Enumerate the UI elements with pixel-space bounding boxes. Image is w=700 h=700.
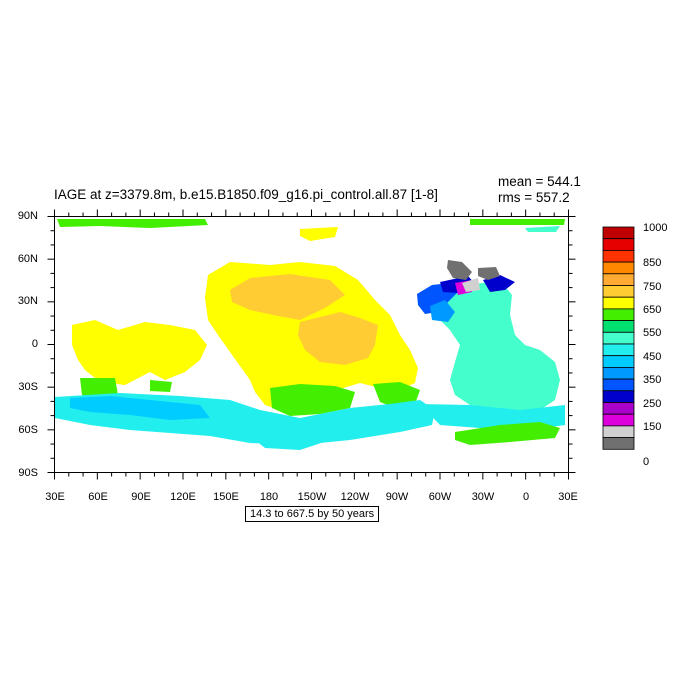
colorbar-swatch <box>602 378 635 392</box>
map-field <box>55 219 565 450</box>
colorbar-label-850: 850 <box>643 257 662 269</box>
colorbar-label-350: 350 <box>643 374 662 386</box>
colorbar-swatch <box>602 355 635 368</box>
lon-label-0: 0 <box>522 491 530 503</box>
region-southern-cyan2 <box>250 425 330 450</box>
lon-label-30w: 30W <box>471 491 495 503</box>
colorbar-swatch <box>602 296 635 310</box>
region-atlantic-blue-east <box>483 275 515 292</box>
colorbar-swatch <box>602 261 635 275</box>
region-arctic-west <box>57 219 208 228</box>
contour-info-box: 14.3 to 667.5 by 50 years <box>245 506 380 522</box>
colorbar-swatch <box>602 366 635 380</box>
colorbar-swatch <box>602 331 635 345</box>
region-southern-blue <box>70 396 210 420</box>
region-arctic-east <box>470 219 565 225</box>
lon-label-30e: 30E <box>45 491 65 503</box>
lon-label-120e: 120E <box>170 491 196 503</box>
lat-label-30n: 30N <box>17 295 38 307</box>
region-pacific-orange-north <box>230 274 345 320</box>
colorbar-swatch <box>602 320 635 333</box>
region-lightgray <box>462 278 480 292</box>
colorbar-label-450: 450 <box>643 351 662 363</box>
region-arctic-yellow <box>300 227 338 241</box>
lon-label-150w: 150W <box>297 491 327 503</box>
colorbar-swatch <box>602 238 635 251</box>
lon-label-180: 180 <box>259 491 279 503</box>
colorbar-swatch <box>602 413 635 427</box>
colorbar-swatch <box>602 308 635 321</box>
colorbar-swatch <box>602 402 635 415</box>
lat-label-90s: 90S <box>18 467 38 479</box>
colorbar-label-650: 650 <box>643 304 662 316</box>
region-pacific-orange-south <box>298 312 378 365</box>
lat-label-0: 0 <box>31 338 38 350</box>
lon-label-150e: 150E <box>213 491 239 503</box>
region-indian-green2 <box>150 380 172 392</box>
region-atlantic-midblue <box>430 300 455 322</box>
lon-label-90w: 90W <box>385 491 409 503</box>
region-pacific-green-east <box>373 382 420 408</box>
lat-label-60n: 60N <box>17 253 38 265</box>
colorbar-swatch <box>602 273 635 286</box>
colorbar-label-250: 250 <box>643 398 662 410</box>
lat-label-30s: 30S <box>18 381 38 393</box>
colorbar-label-750: 750 <box>643 281 662 293</box>
lon-label-60w: 60W <box>428 491 452 503</box>
region-pacific-green <box>270 384 355 416</box>
colorbar-swatch <box>602 425 635 438</box>
colorbar-label-0: 0 <box>643 456 650 468</box>
region-southern-green <box>455 422 560 445</box>
colorbar-label-550: 550 <box>643 327 662 339</box>
rms-stat: rms = 557.2 <box>498 190 570 205</box>
region-nordic-gray <box>478 267 500 280</box>
colorbar-swatch <box>602 285 635 298</box>
colorbar-swatch <box>602 437 635 450</box>
colorbar-label-150: 150 <box>643 421 662 433</box>
axis-ticks <box>47 209 576 480</box>
colorbar-swatch <box>602 343 635 357</box>
region-greenland-gray <box>447 260 472 280</box>
lon-label-60e: 60E <box>88 491 108 503</box>
region-indian <box>72 320 207 385</box>
lat-label-60s: 60S <box>18 424 38 436</box>
colorbar <box>602 226 635 450</box>
lon-label-30e-right: 30E <box>558 491 578 503</box>
region-atlantic <box>428 280 560 412</box>
mean-stat: mean = 544.1 <box>498 174 581 189</box>
colorbar-swatch <box>602 390 635 403</box>
colorbar-swatch <box>602 249 635 263</box>
region-arctic-cyan <box>525 226 560 232</box>
lat-label-90n: 90N <box>17 210 38 222</box>
colorbar-swatch <box>602 226 635 240</box>
colorbar-label-1000: 1000 <box>643 222 668 234</box>
plot-title: IAGE at z=3379.8m, b.e15.B1850.f09_g16.p… <box>54 187 438 202</box>
lon-label-120w: 120W <box>340 491 370 503</box>
lon-label-90e: 90E <box>131 491 151 503</box>
